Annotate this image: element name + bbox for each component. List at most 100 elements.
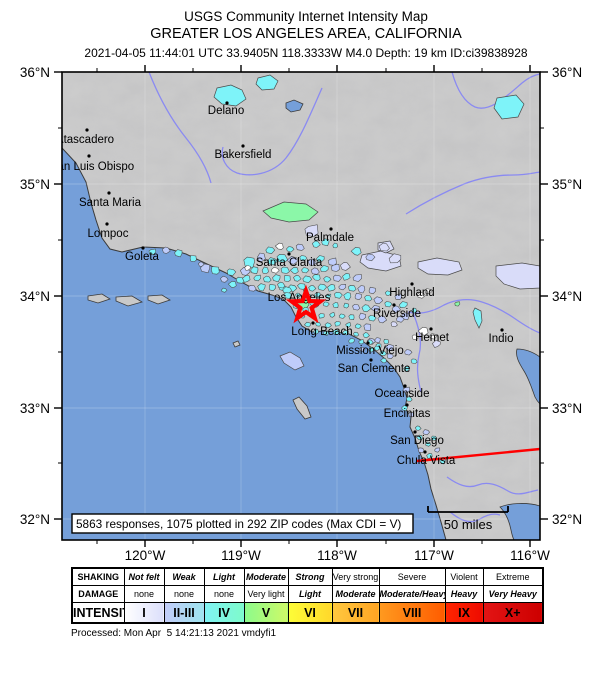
legend-intensity-cell: VII — [331, 602, 380, 624]
city-label: Long Beach — [291, 326, 352, 338]
lon-axis-label: 119°W — [221, 548, 261, 562]
city-label: Hemet — [415, 332, 450, 344]
zip-code-polygon — [350, 247, 362, 256]
zip-code-polygon — [274, 242, 284, 250]
legend-row-shaking: SHAKING Not felt Weak Light Moderate Strong Ve… — [71, 567, 544, 586]
zip-code-polygon — [353, 331, 360, 337]
island — [232, 340, 241, 348]
legend-intensity-cell: I — [123, 602, 165, 624]
zip-code-polygon — [314, 292, 321, 298]
map-title: USGS Community Internet Intensity Map — [184, 9, 428, 24]
zip-code-polygon — [434, 447, 441, 453]
zip-code-polygon — [267, 257, 278, 266]
city-dot — [225, 101, 229, 105]
lon-axis-label: 120°W — [125, 548, 166, 562]
zip-code-polygon — [257, 283, 266, 292]
zip-code-polygon — [261, 266, 269, 274]
legend-intensity-cell: IV — [203, 602, 245, 624]
legend-header-shaking: SHAKING — [71, 567, 125, 586]
zip-code-polygon — [417, 447, 425, 453]
zip-code-polygon — [357, 285, 366, 294]
zip-code-polygon — [308, 285, 317, 292]
legend-cell: Extreme — [482, 567, 544, 586]
city-label: Palmdale — [306, 232, 354, 244]
zip-code-polygon — [161, 246, 171, 254]
zip-code-polygon — [272, 274, 281, 283]
zip-code-polygon — [417, 257, 463, 276]
zip-code-polygon — [354, 292, 362, 301]
response-status-box — [71, 513, 414, 534]
zip-code-polygon — [277, 281, 286, 289]
zip-code-polygon — [388, 253, 402, 264]
zip-code-polygon — [363, 323, 372, 332]
zip-code-polygon — [399, 301, 408, 308]
city-dot — [85, 128, 89, 132]
island — [87, 293, 111, 304]
city-label: Indio — [489, 333, 514, 345]
zip-code-polygon — [262, 201, 319, 223]
legend-cell: Light — [203, 567, 245, 586]
legend-header-intensity: INTENSITY — [71, 602, 125, 624]
city-dot — [500, 328, 504, 332]
zip-code-polygon — [250, 266, 259, 275]
zip-code-polygon — [310, 267, 320, 275]
zip-code-polygon — [493, 94, 525, 120]
zip-code-polygon — [432, 340, 441, 348]
zip-code-polygon — [401, 312, 410, 321]
epicenter-star — [285, 284, 327, 324]
zip-code-polygon — [408, 411, 414, 418]
zip-code-polygon — [311, 240, 321, 248]
zip-code-polygon — [417, 326, 429, 336]
legend-cell: Violent — [444, 567, 484, 586]
zip-code-polygon — [322, 301, 330, 307]
river — [221, 87, 323, 176]
zip-code-polygon — [315, 321, 322, 327]
zip-code-polygon — [322, 330, 330, 336]
zip-code-polygon — [316, 255, 325, 262]
zip-code-polygon — [221, 287, 228, 293]
city-label: Santa Clarita — [256, 257, 323, 269]
city-dot — [105, 222, 109, 226]
city-label: Delano — [208, 105, 244, 117]
city-label: San Clemente — [338, 363, 411, 375]
international-border-line — [416, 447, 540, 463]
zip-code-polygon — [390, 321, 398, 327]
title-block: USGS Community Internet Intensity Map GR… — [0, 8, 612, 62]
river — [407, 298, 540, 334]
legend-cell: none — [123, 585, 165, 603]
lat-axis-label: 35°N — [552, 177, 582, 192]
zip-code-polygon — [197, 261, 205, 267]
lon-axis-label: 117°W — [414, 548, 454, 562]
legend-cell: Not felt — [123, 567, 165, 586]
city-dot — [392, 303, 396, 307]
legend-cell: Very strong — [331, 567, 380, 586]
zip-code-polygon — [324, 322, 332, 328]
zip-code-polygon — [299, 255, 308, 262]
zip-code-polygon — [425, 441, 432, 447]
zip-code-polygon — [348, 285, 357, 292]
city-dot — [311, 321, 315, 325]
city-dot — [410, 282, 414, 286]
zip-code-polygon — [364, 295, 373, 302]
lake — [285, 99, 304, 113]
city-label: Bakersfield — [215, 149, 272, 161]
zip-code-polygon — [345, 322, 352, 328]
zip-code-polygon — [339, 262, 351, 271]
zip-code-polygon — [211, 266, 220, 275]
zip-code-polygon — [313, 328, 320, 335]
zip-code-polygon — [332, 274, 342, 282]
city-label: Chula Vista — [397, 455, 456, 467]
legend-cell: Moderate/Heavy — [378, 585, 446, 603]
city-label: Oceanside — [375, 388, 430, 400]
zip-code-polygon — [358, 339, 364, 345]
zip-code-polygon — [374, 337, 381, 344]
city-dot — [405, 403, 409, 407]
zip-code-polygon — [307, 258, 317, 266]
zip-code-polygon — [174, 249, 183, 258]
zip-code-polygon — [295, 243, 305, 251]
legend-intensity-cell: VIII — [378, 602, 446, 624]
legend-cell: none — [203, 585, 245, 603]
lat-axis-label: 34°N — [20, 289, 50, 304]
zip-code-polygon — [334, 291, 343, 299]
legend-cell: Strong — [287, 567, 333, 586]
